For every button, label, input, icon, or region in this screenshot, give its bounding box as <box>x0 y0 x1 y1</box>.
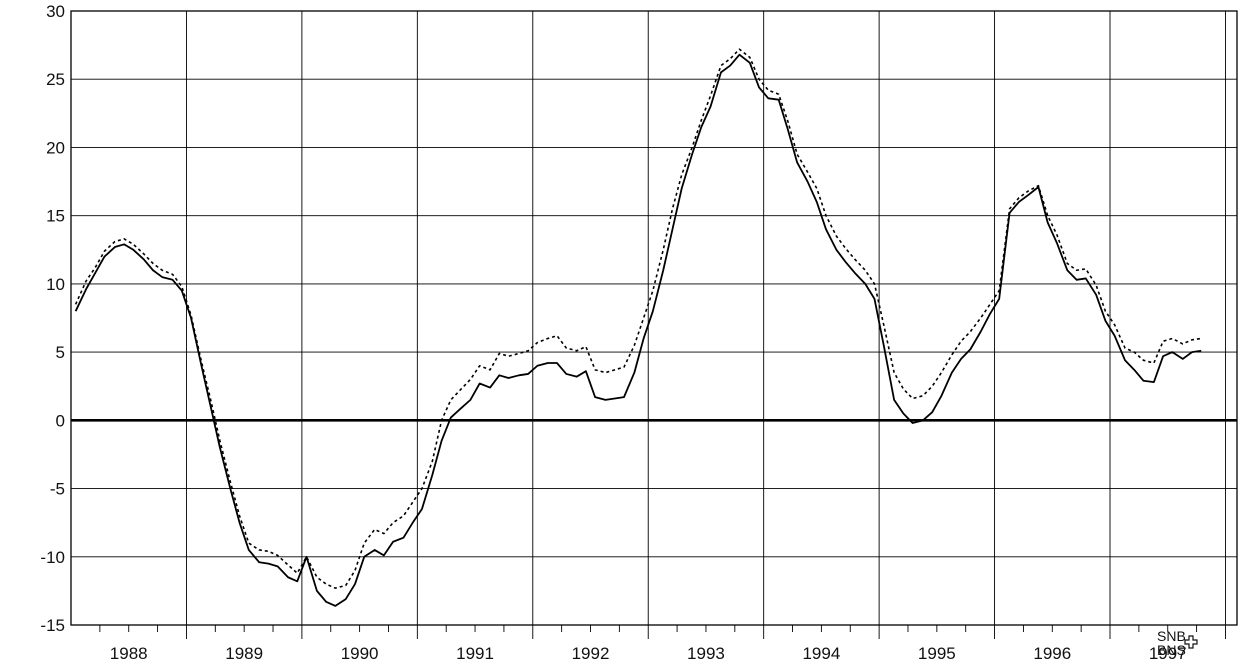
x-year-label: 1990 <box>341 644 379 663</box>
y-tick-label: -10 <box>40 548 65 567</box>
y-tick-label: -15 <box>40 616 65 635</box>
y-tick-label: 15 <box>46 207 65 226</box>
tick-labels: 30 25 20 15 10 5 0 -5 -10 -15 1988 1989 1990 1991 1992… <box>40 2 1186 663</box>
series-dotted-line <box>74 48 1202 589</box>
y-tick-label: -5 <box>50 480 65 499</box>
x-year-label: 1991 <box>456 644 494 663</box>
y-tick-label: 5 <box>56 343 65 362</box>
y-tick-label: 0 <box>56 411 65 430</box>
y-tick-label: 25 <box>46 70 65 89</box>
y-tick-label: 20 <box>46 138 65 157</box>
x-year-label: 1995 <box>918 644 956 663</box>
x-year-label: 1996 <box>1033 644 1071 663</box>
x-year-label: 1992 <box>572 644 610 663</box>
x-year-label: 1988 <box>110 644 148 663</box>
x-year-label: 1997 <box>1149 644 1187 663</box>
swiss-cross-icon <box>1184 635 1198 649</box>
x-year-label: 1994 <box>802 644 840 663</box>
x-year-label: 1993 <box>687 644 725 663</box>
series-group <box>74 48 1202 607</box>
x-year-label: 1989 <box>225 644 263 663</box>
logo-line-bns: BNS <box>1157 642 1186 658</box>
y-tick-label: 30 <box>46 2 65 21</box>
y-tick-label: 10 <box>46 275 65 294</box>
grid <box>70 10 1238 639</box>
logo-line-snb: SNB <box>1157 628 1186 644</box>
series-solid-line <box>74 53 1202 607</box>
snb-logo: SNB BNS <box>1157 628 1198 658</box>
